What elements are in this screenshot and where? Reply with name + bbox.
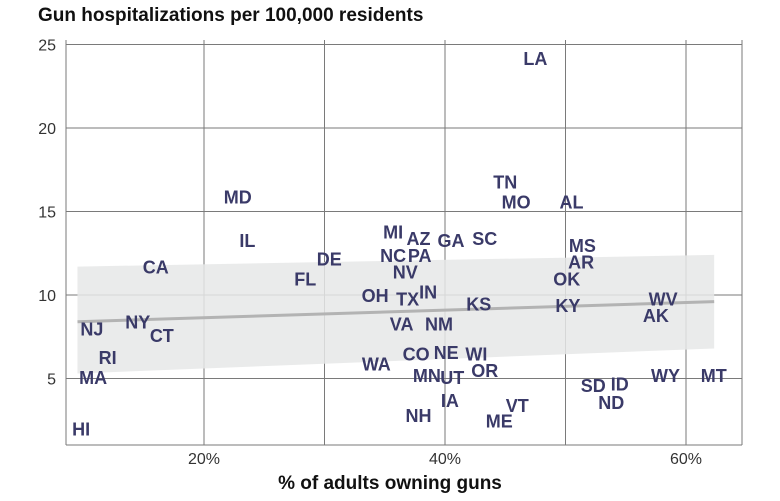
y-tick-label: 20 bbox=[38, 121, 56, 138]
x-tick-label: 20% bbox=[188, 451, 220, 468]
trend-line bbox=[77, 300, 715, 324]
state-point-ny: NY bbox=[125, 313, 150, 333]
state-point-nv: NV bbox=[393, 263, 418, 283]
state-point-md: MD bbox=[224, 187, 252, 207]
state-point-la: LA bbox=[523, 49, 547, 69]
state-point-ct: CT bbox=[150, 326, 174, 346]
x-tick-label: 40% bbox=[429, 451, 461, 468]
state-point-mt: MT bbox=[701, 366, 727, 386]
state-point-mi: MI bbox=[383, 223, 403, 243]
chart-title: Gun hospitalizations per 100,000 residen… bbox=[38, 5, 424, 26]
state-point-mn: MN bbox=[413, 366, 441, 386]
state-point-mo: MO bbox=[502, 192, 531, 212]
state-point-az: AZ bbox=[406, 229, 430, 249]
state-point-nj: NJ bbox=[80, 319, 103, 339]
state-point-ut: UT bbox=[440, 368, 464, 388]
grid bbox=[65, 40, 743, 446]
y-tick-label: 25 bbox=[38, 38, 56, 55]
x-axis-label: % of adults owning guns bbox=[278, 473, 502, 494]
state-point-ky: KY bbox=[555, 296, 580, 316]
y-tick-label: 15 bbox=[38, 205, 56, 222]
state-point-ne: NE bbox=[434, 343, 459, 363]
state-point-in: IN bbox=[419, 283, 437, 303]
state-point-wi: WI bbox=[465, 344, 487, 364]
state-point-ia: IA bbox=[441, 391, 459, 411]
state-point-ms: MS bbox=[569, 236, 596, 256]
state-point-ar: AR bbox=[568, 253, 594, 273]
state-point-sc: SC bbox=[472, 229, 497, 249]
state-point-nm: NM bbox=[425, 314, 453, 334]
y-tick-label: 5 bbox=[47, 372, 56, 389]
state-point-wy: WY bbox=[651, 366, 680, 386]
y-axis: 5 10 15 20 25 bbox=[38, 38, 56, 389]
state-point-oh: OH bbox=[362, 286, 389, 306]
state-point-nh: NH bbox=[405, 406, 431, 426]
state-point-sd: SD bbox=[581, 376, 606, 396]
state-point-tx: TX bbox=[396, 289, 419, 309]
state-point-or: OR bbox=[471, 361, 498, 381]
state-point-wa: WA bbox=[362, 354, 391, 374]
state-point-va: VA bbox=[390, 314, 414, 334]
trend-line-path bbox=[77, 300, 715, 324]
state-point-ak: AK bbox=[643, 306, 669, 326]
state-point-vt: VT bbox=[506, 396, 529, 416]
y-tick-label: 10 bbox=[38, 288, 56, 305]
state-point-tn: TN bbox=[493, 172, 517, 192]
confidence-band-area bbox=[77, 254, 715, 374]
x-tick-label: 60% bbox=[670, 451, 702, 468]
state-point-nc: NC bbox=[380, 246, 406, 266]
state-point-me: ME bbox=[486, 411, 513, 431]
state-point-al: AL bbox=[560, 192, 584, 212]
state-point-ma: MA bbox=[79, 368, 107, 388]
state-point-ri: RI bbox=[99, 348, 117, 368]
confidence-band bbox=[77, 254, 715, 374]
state-point-de: DE bbox=[317, 249, 342, 269]
state-point-hi: HI bbox=[72, 420, 90, 440]
x-axis: 20% 40% 60% bbox=[188, 451, 702, 468]
state-point-ks: KS bbox=[466, 294, 491, 314]
state-point-ga: GA bbox=[438, 231, 465, 251]
state-point-ca: CA bbox=[143, 258, 169, 278]
state-point-wv: WV bbox=[649, 289, 678, 309]
state-point-il: IL bbox=[239, 231, 255, 251]
state-point-ok: OK bbox=[553, 269, 580, 289]
state-point-co: CO bbox=[403, 344, 430, 364]
state-point-nd: ND bbox=[598, 393, 624, 413]
state-point-pa: PA bbox=[408, 246, 432, 266]
state-point-id: ID bbox=[611, 375, 629, 395]
state-point-fl: FL bbox=[294, 269, 316, 289]
